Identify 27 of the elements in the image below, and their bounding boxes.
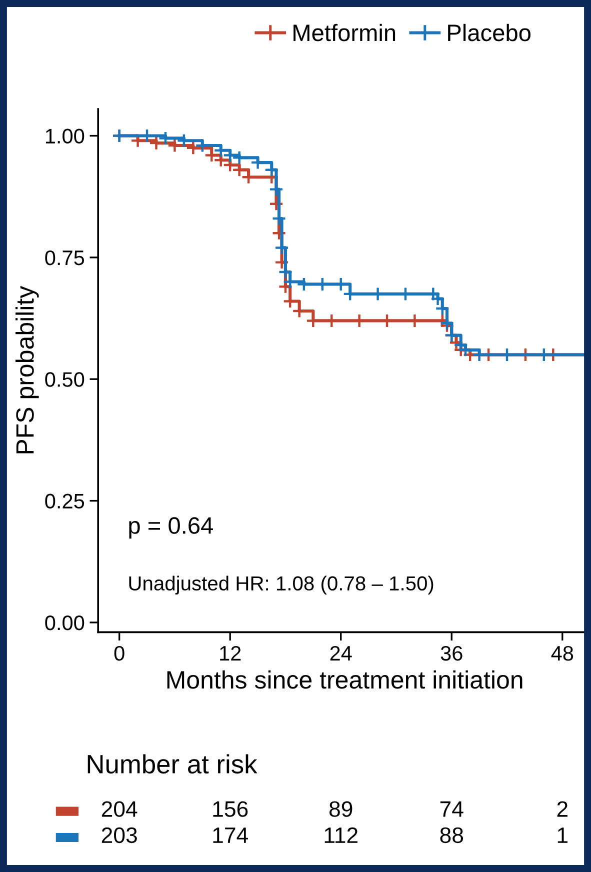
x-tick-label: 0 bbox=[114, 646, 124, 661]
annotation: Unadjusted HR: 1.08 (0.78 – 1.50) bbox=[129, 576, 434, 594]
x-tick-label: 24 bbox=[330, 646, 352, 660]
text: 74 bbox=[440, 801, 464, 817]
y-tick-label: 0.25 bbox=[45, 494, 84, 509]
y-axis-title: PFS probability bbox=[16, 286, 39, 454]
text: 156 bbox=[213, 801, 248, 817]
x-tick-label: 36 bbox=[440, 646, 462, 661]
text: 88 bbox=[440, 827, 464, 844]
legend-label: Placebo bbox=[448, 24, 530, 42]
x-tick-label: 48 bbox=[551, 646, 574, 661]
text: 1 bbox=[558, 828, 568, 843]
text: 203 bbox=[102, 827, 137, 844]
text: 174 bbox=[213, 828, 248, 843]
x-axis-title: Months since treatment initiation bbox=[167, 670, 522, 689]
text: 112 bbox=[324, 827, 358, 843]
legend-label: Metformin bbox=[294, 24, 396, 42]
y-tick-label: 1.00 bbox=[46, 128, 84, 144]
text: Number at risk bbox=[88, 754, 258, 774]
y-tick-label: 0.00 bbox=[45, 615, 84, 630]
y-tick-label: 0.50 bbox=[45, 372, 84, 387]
y-tick-label: 0.75 bbox=[45, 250, 84, 266]
text: 2 bbox=[557, 801, 568, 817]
text: 204 bbox=[102, 801, 138, 817]
x-tick-label: 12 bbox=[220, 646, 241, 660]
text: 89 bbox=[329, 801, 352, 817]
annotation: p = 0.64 bbox=[129, 517, 213, 539]
